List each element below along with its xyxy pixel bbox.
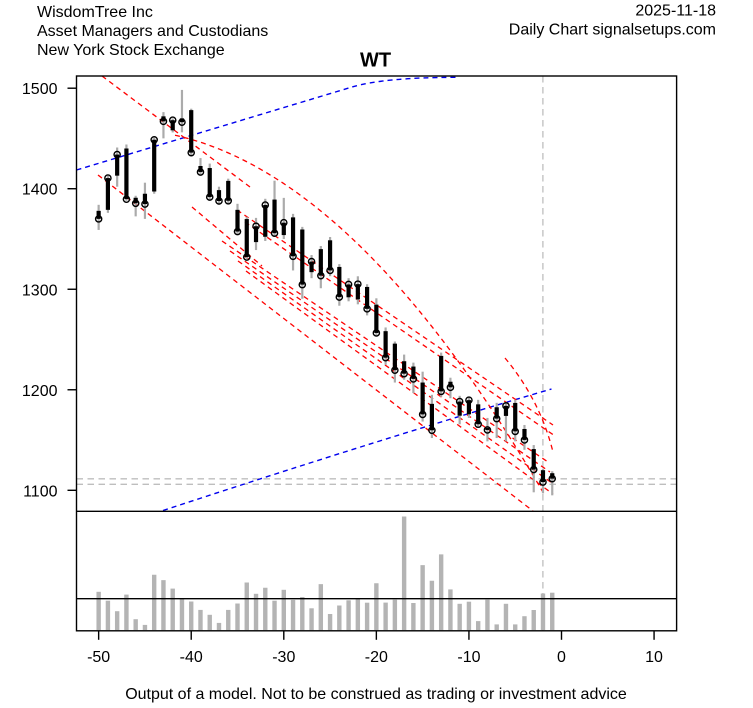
svg-text:1400: 1400 — [22, 182, 58, 199]
svg-text:1500: 1500 — [22, 81, 58, 98]
svg-text:Daily Chart signalsetups.com: Daily Chart signalsetups.com — [509, 22, 716, 39]
svg-text:New York Stock Exchange: New York Stock Exchange — [37, 42, 225, 59]
svg-text:1200: 1200 — [22, 383, 58, 400]
svg-text:-10: -10 — [457, 649, 480, 666]
svg-text:10: 10 — [645, 649, 663, 666]
svg-text:1300: 1300 — [22, 282, 58, 299]
svg-text:-40: -40 — [180, 649, 203, 666]
svg-text:Output of a model. Not to be c: Output of a model. Not to be construed a… — [125, 686, 627, 703]
svg-text:WisdomTree Inc: WisdomTree Inc — [37, 4, 153, 21]
svg-text:Asset Managers and Custodians: Asset Managers and Custodians — [37, 23, 268, 40]
svg-text:1100: 1100 — [23, 483, 58, 500]
svg-text:-30: -30 — [272, 649, 295, 666]
svg-text:-50: -50 — [87, 649, 110, 666]
svg-text:2025-11-18: 2025-11-18 — [635, 3, 716, 20]
svg-text:-20: -20 — [365, 649, 388, 666]
svg-text:WT: WT — [360, 50, 391, 72]
svg-text:0: 0 — [557, 649, 566, 666]
